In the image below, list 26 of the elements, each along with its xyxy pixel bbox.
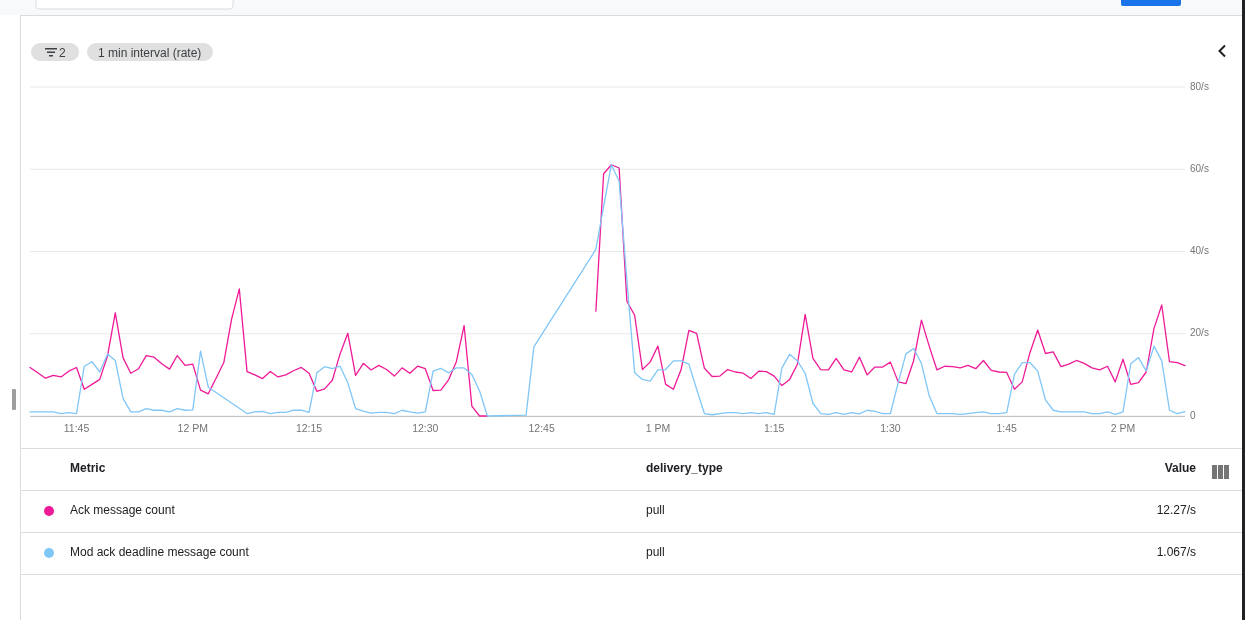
legend-label: Ack message count — [70, 503, 176, 518]
text: 1.067/s — [1156, 545, 1196, 560]
legend-title: Metric — [70, 461, 106, 476]
text: 12.27/s — [1156, 503, 1196, 518]
x-tick-label: 2 PM — [1110, 422, 1136, 434]
text: Value — [1164, 461, 1197, 476]
y-tick-label: 0 — [1190, 409, 1196, 421]
y-tick-label: 40/s — [1190, 245, 1209, 257]
text: pull — [646, 545, 665, 560]
filter-chip: 2 — [31, 43, 79, 61]
x-tick-label: 1:30 — [880, 422, 901, 434]
text: delivery_type — [646, 461, 724, 476]
legend-label: Mod ack deadline message count — [70, 545, 250, 560]
y-tick-label: 60/s — [1190, 162, 1209, 174]
y-tick-label: 80/s — [1190, 80, 1209, 92]
x-tick-label: 11:45 — [63, 422, 90, 434]
x-tick-label: 1 PM — [645, 422, 671, 434]
y-tick-label: 20/s — [1190, 327, 1209, 339]
x-tick-label: 1:45 — [996, 422, 1018, 434]
x-tick-label: 1:15 — [763, 422, 785, 434]
x-tick-label: 12:45 — [528, 422, 555, 434]
x-tick-label: 12:15 — [295, 422, 323, 434]
x-tick-label: 12 PM — [177, 422, 208, 434]
interval-chip: 1 min interval (rate) — [87, 43, 213, 61]
x-tick-label: 12:30 — [412, 422, 439, 434]
text: pull — [646, 503, 665, 518]
